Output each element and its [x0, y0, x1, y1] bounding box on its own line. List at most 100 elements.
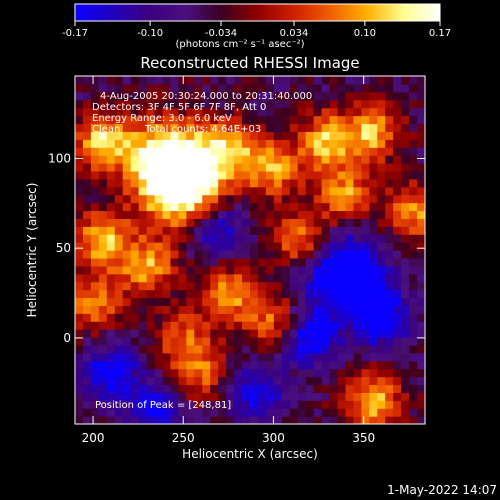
heatmap-cell	[250, 329, 259, 338]
heatmap-cell	[265, 76, 275, 85]
heatmap-cell	[265, 234, 275, 243]
heatmap-cell	[289, 242, 299, 251]
heatmap-cell	[75, 384, 84, 393]
heatmap-cell	[130, 400, 140, 409]
heatmap-cell	[106, 305, 116, 314]
heatmap-cell	[250, 392, 259, 401]
heatmap-cell	[154, 321, 164, 330]
heatmap-cell	[353, 321, 362, 330]
heatmap-cell	[90, 337, 100, 346]
heatmap-cell	[321, 202, 331, 212]
heatmap-cell	[305, 250, 315, 259]
heatmap-cell	[114, 384, 124, 393]
heatmap-cell	[170, 297, 179, 306]
heatmap-cell	[194, 76, 203, 85]
heatmap-cell	[178, 289, 187, 299]
heatmap-cell	[234, 242, 243, 251]
heatmap-cell	[186, 178, 195, 188]
heatmap-cell	[122, 226, 132, 235]
heatmap-cell	[194, 408, 203, 417]
heatmap-cell	[265, 408, 275, 417]
heatmap-cell	[305, 218, 315, 227]
heatmap-cell	[393, 384, 402, 393]
heatmap-cell	[401, 242, 410, 251]
heatmap-cell	[297, 202, 307, 212]
heatmap-cell	[114, 257, 124, 267]
heatmap-cell	[250, 115, 259, 125]
heatmap-cell	[202, 281, 211, 291]
heatmap-cell	[130, 76, 140, 85]
heatmap-cell	[162, 265, 172, 275]
heatmap-cell	[218, 123, 227, 132]
heatmap-cell	[202, 400, 211, 409]
heatmap-cell	[385, 289, 394, 299]
heatmap-cell	[242, 163, 251, 172]
heatmap-cell	[170, 226, 179, 235]
heatmap-cell	[202, 368, 211, 378]
heatmap-cell	[409, 329, 418, 338]
heatmap-cell	[337, 91, 347, 101]
heatmap-cell	[194, 210, 203, 219]
heatmap-cell	[98, 289, 108, 299]
heatmap-cell	[122, 83, 132, 93]
heatmap-cell	[75, 218, 84, 227]
chart-title: Reconstructed RHESSI Image	[140, 54, 359, 72]
heatmap-cell	[281, 186, 291, 196]
heatmap-cell	[369, 329, 378, 338]
heatmap-cell	[170, 76, 179, 85]
heatmap-cell	[122, 123, 132, 132]
heatmap-cell	[353, 115, 362, 125]
heatmap-cell	[313, 147, 323, 156]
heatmap-cell	[178, 257, 187, 267]
heatmap-cell	[90, 257, 100, 267]
heatmap-cell	[265, 337, 275, 346]
heatmap-cell	[146, 226, 156, 235]
heatmap-cell	[281, 281, 291, 291]
heatmap-cell	[417, 400, 425, 409]
heatmap-cell	[218, 147, 227, 156]
heatmap-cell	[361, 289, 370, 299]
heatmap-cell	[250, 305, 259, 314]
heatmap-cell	[162, 107, 172, 117]
heatmap-cell	[385, 305, 394, 314]
heatmap-cell	[170, 392, 179, 401]
heatmap-cell	[353, 123, 362, 132]
heatmap-cell	[194, 273, 203, 283]
heatmap-cell	[146, 392, 156, 401]
heatmap-cell	[178, 281, 187, 291]
heatmap-cell	[178, 352, 187, 362]
heatmap-cell	[313, 218, 323, 227]
heatmap-cell	[361, 178, 370, 188]
heatmap-cell	[162, 76, 172, 85]
heatmap-cell	[194, 123, 203, 132]
heatmap-cell	[106, 76, 116, 85]
heatmap-cell	[178, 392, 187, 401]
heatmap-cell	[313, 289, 323, 299]
heatmap-cell	[273, 210, 283, 219]
heatmap-cell	[90, 305, 100, 314]
heatmap-cell	[401, 76, 410, 85]
heatmap-cell	[75, 178, 84, 188]
heatmap-cell	[226, 305, 235, 314]
heatmap-cell	[234, 297, 243, 306]
heatmap-cell	[122, 384, 132, 393]
heatmap-cell	[273, 170, 283, 180]
heatmap-cell	[202, 257, 211, 267]
heatmap-cell	[138, 337, 148, 346]
heatmap-cell	[130, 250, 140, 259]
heatmap-cell	[321, 115, 331, 125]
heatmap-cell	[281, 91, 291, 101]
heatmap-cell	[273, 91, 283, 101]
heatmap-cell	[297, 337, 307, 346]
heatmap-cell	[385, 210, 394, 219]
heatmap-cell	[154, 392, 164, 401]
heatmap-cell	[393, 131, 402, 140]
heatmap-cell	[234, 131, 243, 140]
heatmap-cell	[202, 218, 211, 227]
heatmap-cell	[194, 139, 203, 148]
heatmap-cell	[82, 376, 92, 386]
heatmap-cell	[218, 83, 227, 93]
heatmap-cell	[337, 368, 347, 378]
heatmap-cell	[186, 186, 195, 196]
heatmap-cell	[417, 202, 425, 212]
